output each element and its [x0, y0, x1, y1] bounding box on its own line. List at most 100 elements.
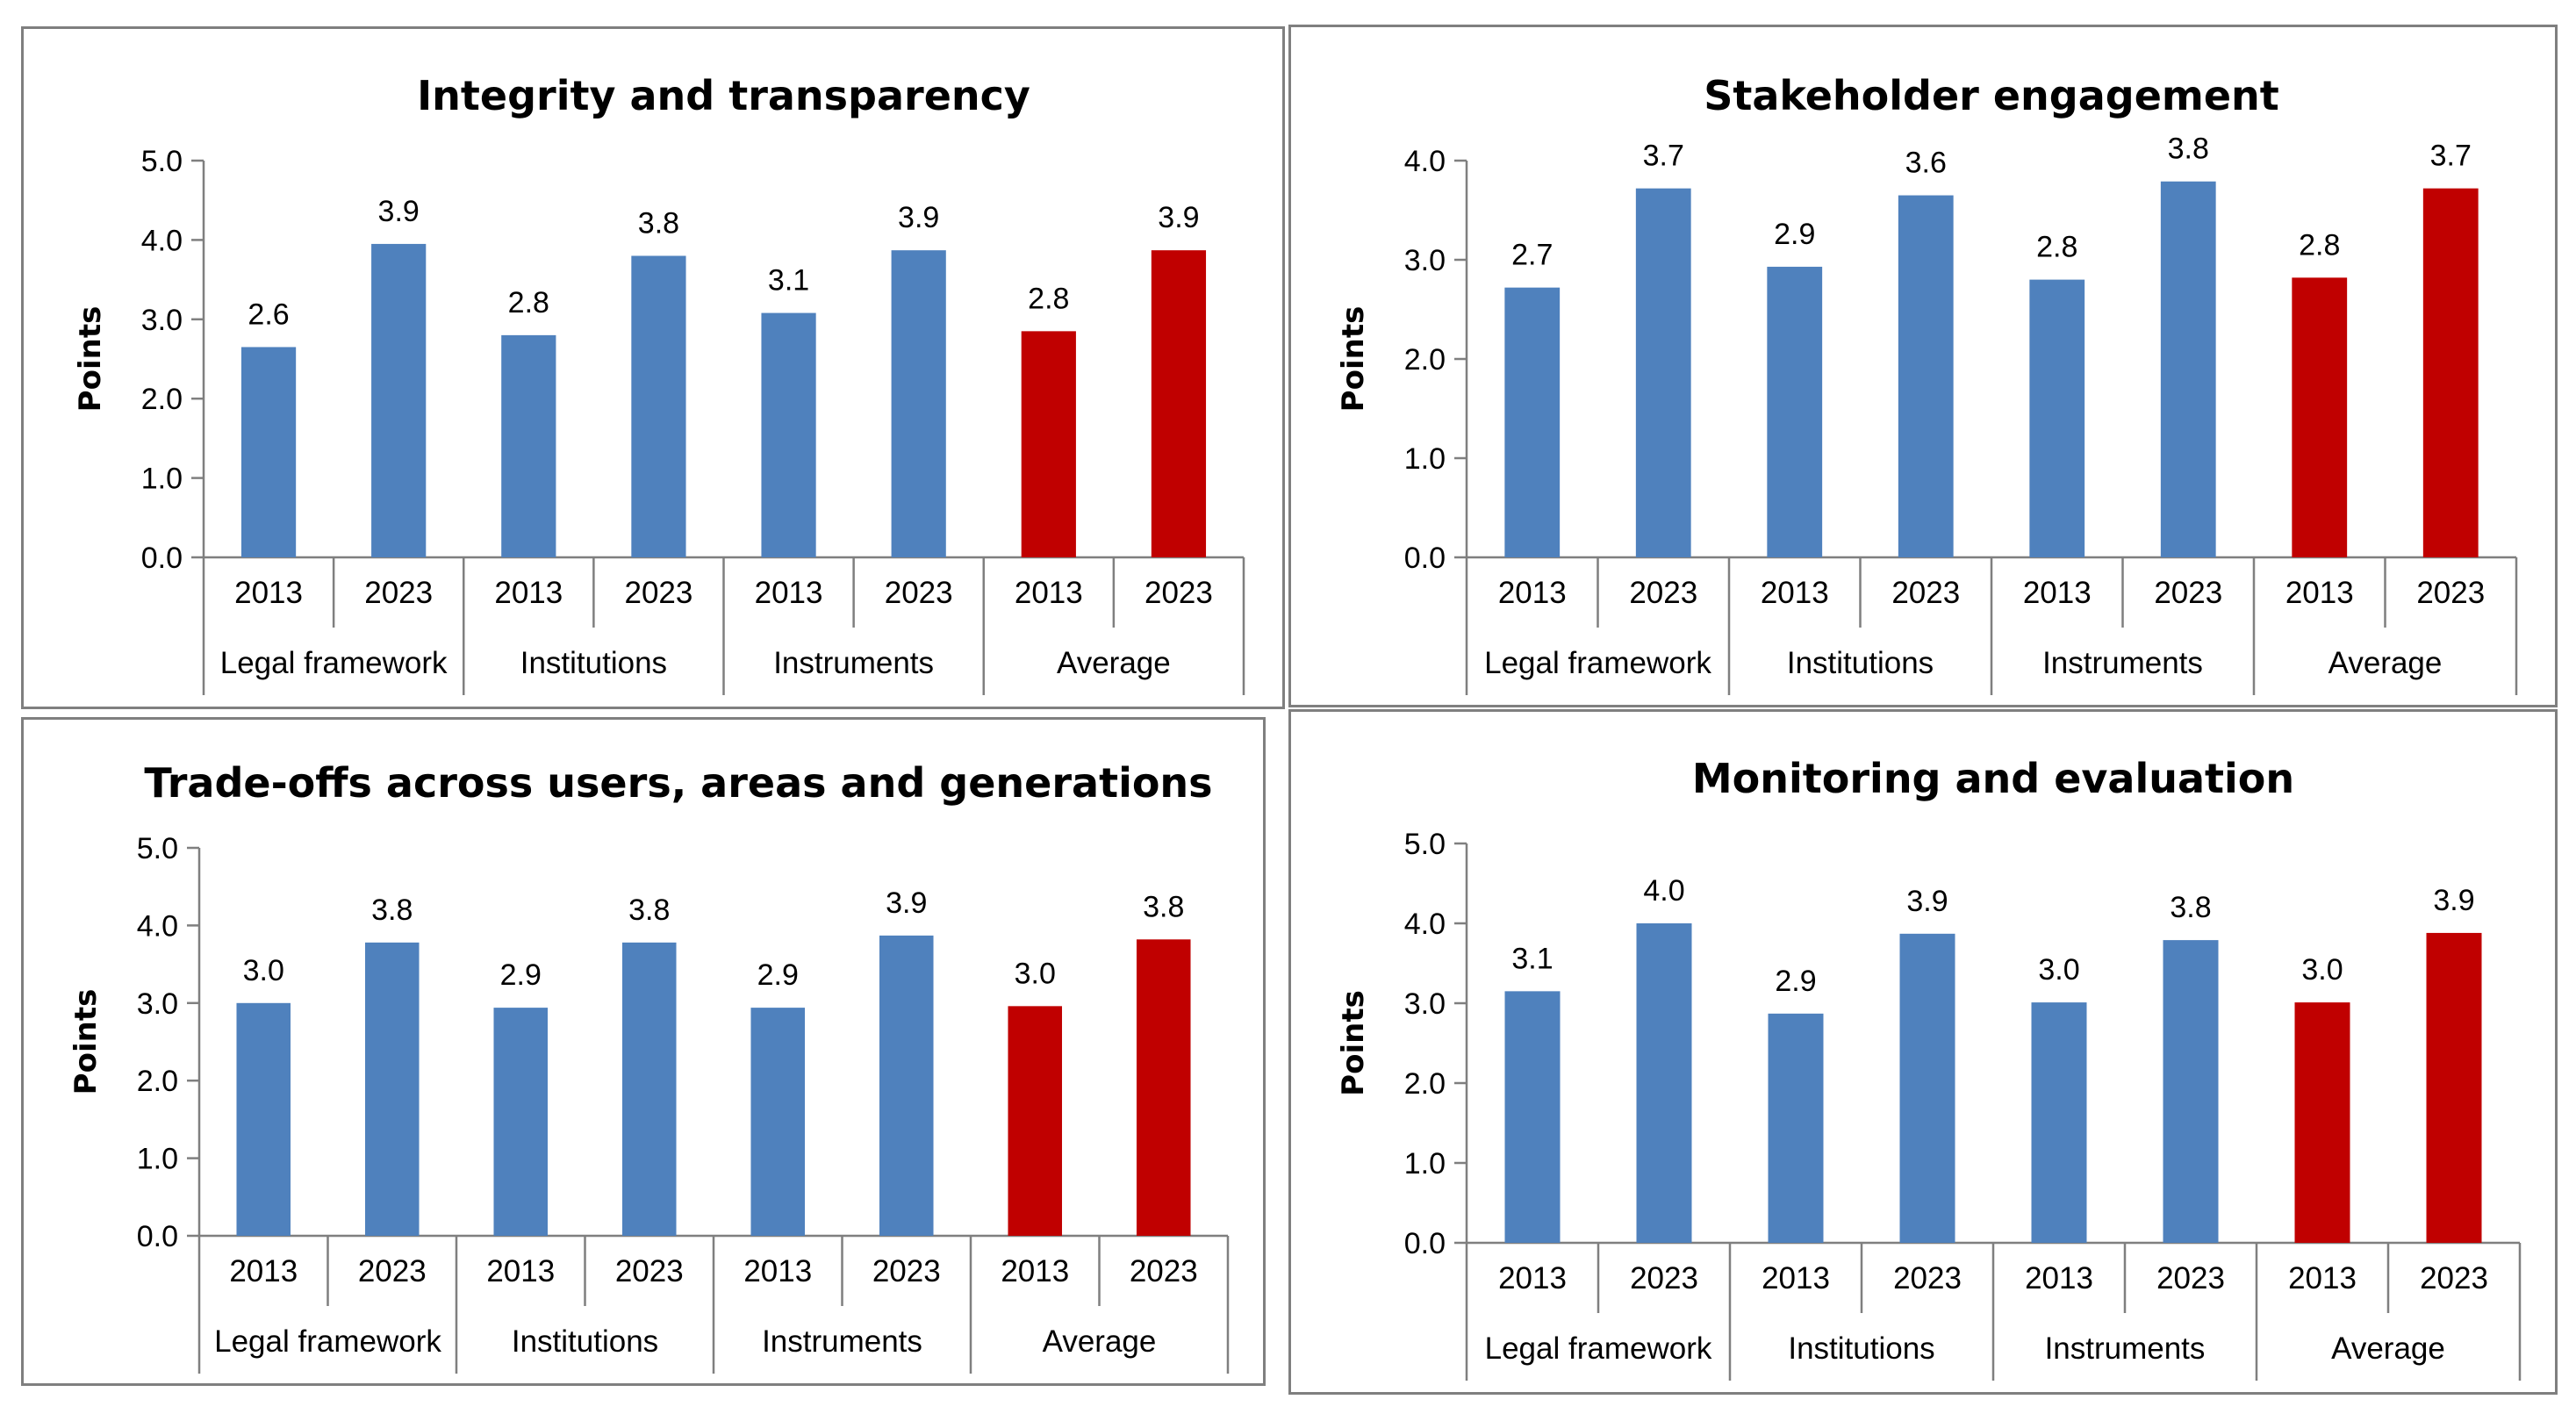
y-tick-label: 4.0 — [1404, 145, 1446, 178]
y-axis-label: Points — [68, 989, 104, 1095]
x-year-label: 2013 — [1498, 576, 1567, 610]
y-tick-label: 3.0 — [137, 987, 178, 1021]
bar-legal-framework-2013 — [1504, 287, 1561, 557]
y-tick-label: 3.0 — [1404, 987, 1446, 1021]
y-tick-label: 1.0 — [141, 463, 183, 496]
y-tick-label: 4.0 — [137, 909, 178, 943]
data-label: 3.8 — [638, 206, 679, 240]
chart-title: Trade-offs across users, areas and gener… — [144, 759, 1212, 807]
data-label: 3.9 — [1906, 885, 1948, 918]
x-group-label: Institutions — [1787, 646, 1934, 680]
x-year-label: 2023 — [872, 1254, 941, 1288]
chart-title: Stakeholder engagement — [1704, 72, 2279, 119]
x-group-label: Average — [2328, 646, 2443, 680]
bar-instruments-2013 — [761, 312, 816, 557]
y-tick-label: 3.0 — [1404, 244, 1446, 277]
chart-panel-stakeholder: Stakeholder engagement Points 0.0 1.0 2.0 3.0… — [1288, 25, 2558, 707]
x-year-label: 2013 — [1761, 576, 1829, 610]
x-group-label: Legal framework — [220, 646, 448, 680]
bar-instruments-2023 — [2163, 940, 2219, 1243]
x-year-label: 2013 — [2288, 1261, 2357, 1295]
chart-panel-integrity: Integrity and transparency Points 0.0 1.0 2.… — [21, 26, 1285, 709]
data-label: 2.8 — [508, 286, 549, 319]
data-label: 2.7 — [1511, 239, 1553, 272]
bar-instruments-2013 — [2029, 279, 2085, 557]
bar-instruments-2013 — [750, 1008, 806, 1236]
x-year-label: 2013 — [1001, 1254, 1069, 1288]
x-year-label: 2023 — [1629, 576, 1697, 610]
data-label: 3.8 — [1143, 890, 1184, 923]
bar-institutions-2013 — [1768, 1013, 1824, 1243]
bar-average-2013 — [1008, 1006, 1063, 1236]
x-year-label: 2013 — [234, 576, 303, 610]
x-year-label: 2013 — [2285, 576, 2354, 610]
bar-average-2023 — [2422, 188, 2479, 557]
x-group-label: Average — [1043, 1324, 1157, 1359]
chart-panel-monitoring: Monitoring and evaluation Points 0.0 1.0 2.0… — [1288, 709, 2558, 1395]
x-year-label: 2023 — [1891, 576, 1960, 610]
data-label: 3.0 — [2301, 953, 2343, 987]
y-tick-label: 1.0 — [1404, 442, 1446, 476]
y-tick-label: 5.0 — [1404, 828, 1446, 861]
data-label: 3.9 — [2433, 884, 2474, 917]
y-tick-label: 2.0 — [1404, 1067, 1446, 1101]
bar-institutions-2013 — [493, 1008, 549, 1236]
x-year-label: 2013 — [743, 1254, 812, 1288]
bar-instruments-2023 — [879, 935, 934, 1236]
bar-instruments-2023 — [2160, 181, 2216, 558]
data-label: 3.8 — [2168, 133, 2209, 166]
bar-legal-framework-2013 — [1504, 991, 1561, 1243]
x-group-label: Institutions — [512, 1324, 658, 1359]
y-tick-label: 2.0 — [137, 1065, 178, 1098]
data-label: 2.9 — [1774, 218, 1815, 251]
data-label: 3.7 — [1643, 140, 1684, 173]
bar-institutions-2023 — [631, 255, 686, 557]
data-label: 3.8 — [628, 894, 670, 927]
y-tick-label: 0.0 — [1404, 1227, 1446, 1260]
data-label: 3.1 — [768, 264, 809, 298]
chart-title: Monitoring and evaluation — [1692, 755, 2294, 802]
chart-integrity: Integrity and transparency Points 0.0 1.0 2.… — [73, 72, 1245, 695]
x-group-label: Average — [1057, 646, 1171, 680]
y-tick-label: 2.0 — [1404, 343, 1446, 377]
x-year-label: 2023 — [2420, 1261, 2488, 1295]
x-group-label: Legal framework — [1484, 646, 1711, 680]
x-year-label: 2013 — [1762, 1261, 1830, 1295]
x-year-label: 2023 — [2154, 576, 2222, 610]
bar-average-2023 — [1151, 250, 1207, 557]
y-tick-label: 5.0 — [141, 145, 183, 178]
data-label: 3.8 — [2170, 891, 2211, 924]
y-tick-label: 0.0 — [137, 1220, 178, 1253]
y-tick-label: 1.0 — [137, 1143, 178, 1176]
x-year-label: 2023 — [625, 576, 693, 610]
data-label: 3.9 — [1158, 201, 1199, 234]
y-tick-label: 0.0 — [1404, 542, 1446, 575]
data-label: 2.9 — [1775, 965, 1816, 998]
x-group-label: Institutions — [1788, 1331, 1934, 1366]
data-label: 4.0 — [1643, 874, 1684, 908]
x-year-label: 2013 — [1498, 1261, 1567, 1295]
data-label: 3.0 — [243, 954, 284, 987]
chart-panel-tradeoffs: Trade-offs across users, areas and gener… — [21, 717, 1266, 1386]
data-label: 3.8 — [371, 894, 413, 927]
x-year-label: 2023 — [1893, 1261, 1962, 1295]
y-tick-label: 5.0 — [137, 832, 178, 865]
bar-legal-framework-2023 — [371, 243, 427, 557]
bar-legal-framework-2013 — [240, 347, 297, 557]
data-label: 3.0 — [2038, 953, 2079, 987]
x-group-label: Instruments — [773, 646, 934, 680]
data-label: 2.9 — [757, 958, 799, 992]
data-label: 3.0 — [1015, 957, 1056, 990]
bar-instruments-2013 — [2031, 1002, 2087, 1243]
bar-legal-framework-2013 — [236, 1002, 291, 1236]
x-year-label: 2023 — [364, 576, 433, 610]
y-tick-label: 4.0 — [1404, 908, 1446, 941]
x-year-label: 2023 — [2416, 576, 2485, 610]
x-year-label: 2013 — [486, 1254, 555, 1288]
x-year-label: 2023 — [1130, 1254, 1198, 1288]
data-label: 3.1 — [1511, 942, 1553, 975]
data-label: 3.9 — [898, 201, 939, 234]
x-year-label: 2023 — [358, 1254, 427, 1288]
data-label: 3.7 — [2430, 140, 2472, 173]
data-label: 2.8 — [2299, 228, 2340, 262]
